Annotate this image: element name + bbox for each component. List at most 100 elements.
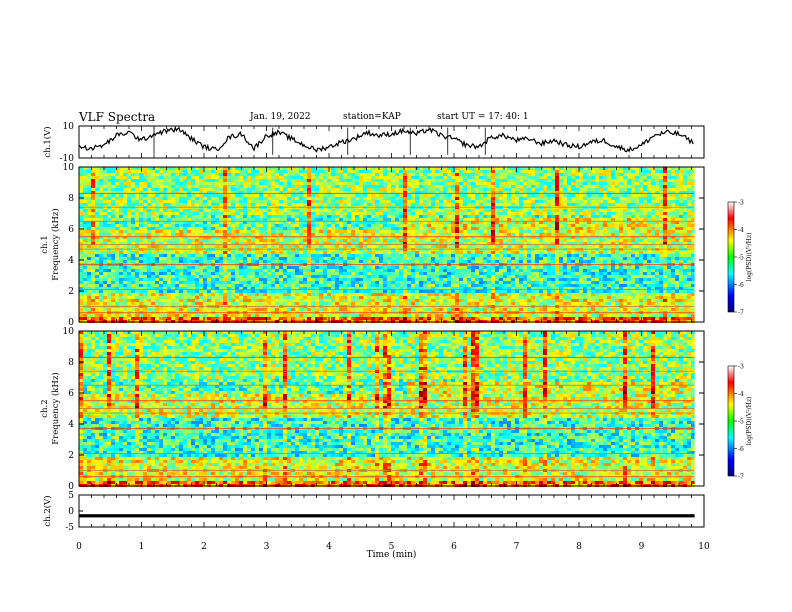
spectrogram-cell <box>367 194 371 197</box>
spectrogram-cell <box>479 179 483 182</box>
spectrogram-cell <box>251 212 255 215</box>
spectrogram-cell <box>219 176 223 179</box>
spectrogram-cell <box>595 194 599 197</box>
spectrogram-cell <box>271 257 275 260</box>
spectrogram-cell <box>587 200 591 203</box>
spectrogram-cell <box>507 227 511 230</box>
spectrogram-cell <box>315 173 319 176</box>
spectrogram-cell <box>463 200 467 203</box>
spectrogram-cell <box>431 230 435 233</box>
spectrogram-cell <box>267 188 271 191</box>
spectrogram-cell <box>407 236 411 239</box>
spectrogram-cell <box>643 182 647 185</box>
spectrogram-cell <box>391 251 395 254</box>
spectrogram-cell <box>119 251 123 254</box>
spectrogram-cell <box>607 173 611 176</box>
spectrogram-cell <box>239 230 243 233</box>
spectrogram-cell <box>83 245 87 248</box>
spectrogram-cell <box>691 173 695 176</box>
spectrogram-cell <box>223 197 227 200</box>
spectrogram-cell <box>159 176 163 179</box>
spectrogram-cell <box>103 191 107 194</box>
spectrogram-cell <box>207 239 211 242</box>
spectrogram-cell <box>383 242 387 245</box>
spectrogram-cell <box>459 257 463 260</box>
spectrogram-cell <box>403 215 407 218</box>
spectrogram-cell <box>115 173 119 176</box>
spectrogram-cell <box>463 224 467 227</box>
spectrogram-cell <box>483 179 487 182</box>
spectrogram-cell <box>255 215 259 218</box>
spectrogram-cell <box>223 200 227 203</box>
spectrogram-cell <box>163 260 167 263</box>
spectrogram-cell <box>247 254 251 257</box>
spectrogram-cell <box>435 251 439 254</box>
spectrogram-cell <box>543 197 547 200</box>
spectrogram-cell <box>99 224 103 227</box>
spectrogram-cell <box>507 209 511 212</box>
spectrogram-cell <box>287 209 291 212</box>
spectrogram-cell <box>183 179 187 182</box>
spectrogram-cell <box>431 242 435 245</box>
spectrogram-cell <box>615 179 619 182</box>
spectrogram-cell <box>291 170 295 173</box>
spectrogram-cell <box>563 215 567 218</box>
spectrogram-cell <box>647 173 651 176</box>
spectrogram-cell <box>563 218 567 221</box>
spectrogram-cell <box>507 212 511 215</box>
spectrogram-cell <box>303 215 307 218</box>
spectrogram-cell <box>79 209 83 212</box>
spectrogram-cell <box>555 233 559 236</box>
spectrogram-cell <box>467 257 471 260</box>
spectrogram-cell <box>503 197 507 200</box>
spectrogram-cell <box>103 179 107 182</box>
spectrogram-cell <box>363 239 367 242</box>
spectrogram-cell <box>483 230 487 233</box>
spectrogram-cell <box>635 221 639 224</box>
spectrogram-cell <box>295 227 299 230</box>
spectrogram-cell <box>235 197 239 200</box>
spectrogram-cell <box>507 242 511 245</box>
spectrogram-cell <box>483 257 487 260</box>
spectrogram-cell <box>659 194 663 197</box>
spectrogram-cell <box>103 254 107 257</box>
spectrogram-cell <box>459 173 463 176</box>
spectrogram-cell <box>179 176 183 179</box>
spectrogram-cell <box>299 188 303 191</box>
spectrogram-cell <box>275 167 279 170</box>
spectrogram-cell <box>119 233 123 236</box>
spectrogram-cell <box>319 191 323 194</box>
spectrogram-cell <box>107 236 111 239</box>
spectrogram-cell <box>359 170 363 173</box>
spectrogram-cell <box>411 197 415 200</box>
spectrogram-cell <box>299 176 303 179</box>
spectrogram-cell <box>147 176 151 179</box>
spectrogram-cell <box>663 215 667 218</box>
spectrogram-cell <box>79 176 83 179</box>
spectrogram-cell <box>339 251 343 254</box>
spectrogram-cell <box>423 245 427 248</box>
spectrogram-cell <box>535 260 539 263</box>
spectrogram-cell <box>471 233 475 236</box>
spectrogram-cell <box>135 197 139 200</box>
spectrogram-cell <box>527 233 531 236</box>
spectrogram-cell <box>271 191 275 194</box>
spectrogram-cell <box>627 239 631 242</box>
spectrogram-cell <box>515 218 519 221</box>
spectrogram-cell <box>467 200 471 203</box>
spectrogram-cell <box>279 230 283 233</box>
spectrogram-cell <box>635 227 639 230</box>
spectrogram-cell <box>231 230 235 233</box>
spectrogram-cell <box>627 182 631 185</box>
spectrogram-cell <box>323 227 327 230</box>
spectrogram-cell <box>479 197 483 200</box>
spectrogram-cell <box>575 182 579 185</box>
spectrogram-cell <box>627 251 631 254</box>
spectrogram-cell <box>91 215 95 218</box>
spectrogram-cell <box>355 197 359 200</box>
spectrogram-cell <box>151 230 155 233</box>
spectrogram-cell <box>87 167 91 170</box>
spectrogram-cell <box>175 176 179 179</box>
spectrogram-cell <box>399 224 403 227</box>
spectrogram-cell <box>211 233 215 236</box>
